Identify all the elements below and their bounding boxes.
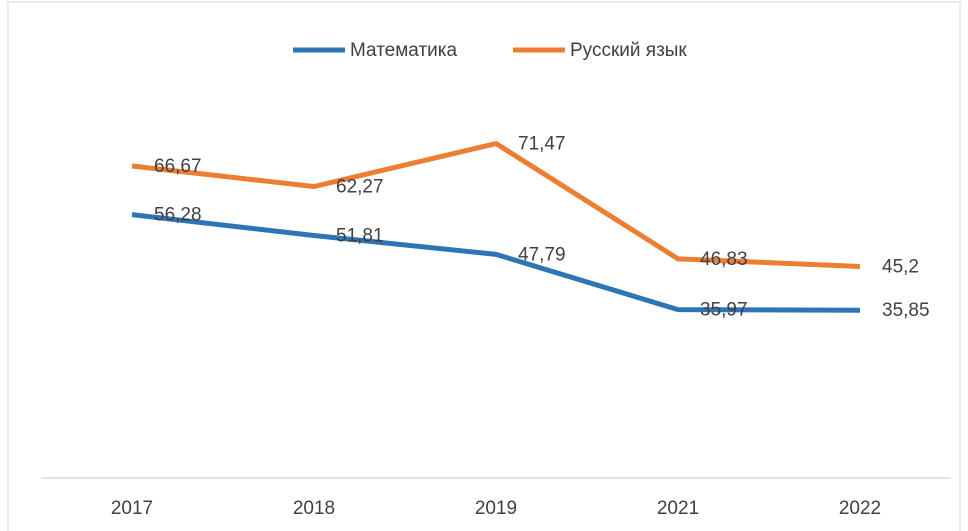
data-label: 56,28	[154, 205, 202, 226]
data-label: 46,83	[700, 249, 748, 270]
x-tick-label: 2021	[657, 498, 699, 519]
legend-label: Математика	[350, 40, 458, 61]
data-label: 51,81	[336, 226, 384, 247]
x-tick-label: 2019	[475, 498, 517, 519]
data-label: 47,79	[518, 244, 566, 265]
data-label: 45,2	[882, 256, 919, 277]
series-line	[131, 141, 861, 269]
x-tick-label: 2017	[111, 498, 153, 519]
data-label: 62,27	[336, 177, 384, 198]
legend-label: Русский язык	[570, 40, 687, 61]
data-label: 71,47	[518, 134, 566, 155]
data-label: 35,85	[882, 300, 930, 321]
x-tick-label: 2022	[839, 498, 881, 519]
data-label: 35,97	[700, 300, 748, 321]
x-tick-label: 2018	[293, 498, 335, 519]
data-label: 66,67	[154, 156, 202, 177]
series-line	[131, 212, 861, 313]
